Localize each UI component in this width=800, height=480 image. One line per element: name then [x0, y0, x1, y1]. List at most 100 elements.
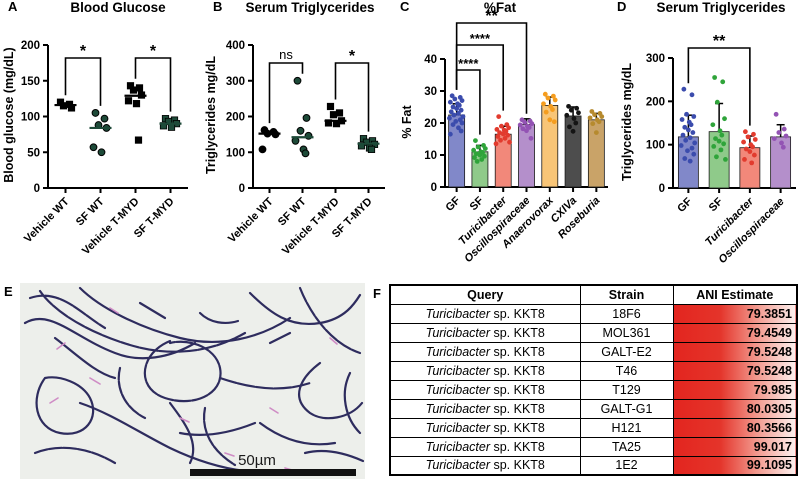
ani-estimate-cell: 79.5248: [672, 360, 798, 381]
svg-text:150: 150: [21, 76, 40, 88]
panel-b-title: Serum Triglycerides: [245, 0, 375, 15]
svg-text:SF: SF: [707, 195, 726, 214]
ani-estimate-cell: 80.0305: [672, 398, 798, 419]
svg-text:100: 100: [646, 140, 665, 152]
svg-text:300: 300: [226, 76, 245, 88]
svg-text:50: 50: [27, 147, 40, 159]
svg-text:ns: ns: [279, 47, 293, 62]
panel-d-title: Serum Triglycerides: [656, 0, 786, 15]
strain-cell: GALT-E2: [579, 341, 674, 362]
svg-text:**: **: [713, 33, 726, 50]
strain-cell: GALT-G1: [579, 398, 674, 419]
table-header-row: Query Strain ANI Estimate: [389, 284, 798, 305]
svg-text:40: 40: [424, 54, 437, 66]
svg-text:****: ****: [458, 56, 479, 71]
query-cell: Turicibacter sp. KKT8: [389, 417, 581, 438]
panel-letter-a: A: [8, 0, 18, 14]
svg-text:30: 30: [424, 86, 437, 98]
svg-text:SF WT: SF WT: [276, 195, 309, 228]
svg-text:0: 0: [34, 183, 40, 195]
query-cell: Turicibacter sp. KKT8: [389, 436, 581, 457]
strain-cell: T46: [579, 360, 674, 381]
gram-stain-micrograph: 50µm: [20, 283, 365, 479]
table-row: Turicibacter sp. KKT8 GALT-E2 79.5248: [389, 341, 798, 362]
panel-letter-e: E: [4, 284, 13, 299]
strain-cell: TA25: [579, 436, 674, 457]
strain-cell: MOL361: [579, 322, 674, 343]
svg-text:10: 10: [424, 150, 437, 162]
query-cell: Turicibacter sp. KKT8: [389, 303, 581, 324]
svg-text:400: 400: [226, 40, 245, 52]
header-strain: Strain: [579, 284, 674, 305]
svg-text:GF: GF: [675, 195, 694, 214]
scalebar: [190, 469, 356, 476]
panel-letter-b: B: [213, 0, 223, 14]
panel-letter-c: C: [400, 0, 410, 14]
ani-estimate-cell: 79.4549: [672, 322, 798, 343]
panel-a-title: Blood Glucose: [70, 0, 166, 15]
panel-d: D Serum Triglycerides Triglycerides mg/d…: [613, 0, 800, 272]
panel-b: B Serum Triglycerides Triglycerides mg/d…: [195, 0, 395, 272]
table-row: Turicibacter sp. KKT8 H121 80.3566: [389, 417, 798, 438]
svg-text:200: 200: [21, 40, 40, 52]
svg-text:200: 200: [226, 112, 245, 124]
svg-text:0: 0: [431, 182, 437, 194]
svg-text:100: 100: [21, 112, 40, 124]
scalebar-label: 50µm: [238, 452, 276, 469]
ani-estimate-cell: 80.3566: [672, 417, 798, 438]
table-row: Turicibacter sp. KKT8 T46 79.5248: [389, 360, 798, 381]
strain-cell: H121: [579, 417, 674, 438]
panel-c-title: %Fat: [483, 0, 517, 15]
query-cell: Turicibacter sp. KKT8: [389, 455, 581, 476]
svg-text:Vehicle WT: Vehicle WT: [226, 195, 276, 245]
bacterial-filaments: [23, 286, 365, 473]
ani-table: Query Strain ANI Estimate Turicibacter s…: [389, 284, 798, 476]
svg-text:0: 0: [239, 183, 245, 195]
svg-text:200: 200: [646, 96, 665, 108]
svg-text:300: 300: [646, 53, 665, 65]
query-cell: Turicibacter sp. KKT8: [389, 360, 581, 381]
svg-text:*: *: [80, 43, 87, 60]
svg-text:*: *: [349, 48, 356, 65]
ani-estimate-cell: 79.985: [672, 379, 798, 400]
table-row: Turicibacter sp. KKT8 MOL361 79.4549: [389, 322, 798, 343]
table-row: Turicibacter sp. KKT8 TA25 99.017: [389, 436, 798, 457]
query-cell: Turicibacter sp. KKT8: [389, 322, 581, 343]
svg-text:0: 0: [659, 183, 665, 195]
ani-estimate-cell: 79.5248: [672, 341, 798, 362]
strain-cell: T129: [579, 379, 674, 400]
panel-f: F Query Strain ANI Estimate Turicibacter…: [370, 280, 800, 480]
svg-text:****: ****: [470, 31, 491, 46]
table-row: Turicibacter sp. KKT8 GALT-G1 80.0305: [389, 398, 798, 419]
svg-text:Vehicle T-MYD: Vehicle T-MYD: [280, 196, 342, 258]
svg-text:SF: SF: [468, 194, 487, 213]
svg-text:*: *: [150, 43, 157, 60]
query-cell: Turicibacter sp. KKT8: [389, 398, 581, 419]
table-row: Turicibacter sp. KKT8 18F6 79.3851: [389, 303, 798, 324]
panel-letter-f: F: [373, 286, 381, 301]
svg-text:Vehicle WT: Vehicle WT: [22, 195, 72, 245]
table-row: Turicibacter sp. KKT8 1E2 99.1095: [389, 455, 798, 476]
svg-text:100: 100: [226, 147, 245, 159]
svg-text:20: 20: [424, 118, 437, 130]
panel-e: E: [0, 280, 370, 480]
panel-letter-d: D: [617, 0, 627, 14]
query-cell: Turicibacter sp. KKT8: [389, 379, 581, 400]
strain-cell: 1E2: [579, 455, 674, 476]
header-ani-estimate: ANI Estimate: [672, 284, 798, 305]
table-row: Turicibacter sp. KKT8 T129 79.985: [389, 379, 798, 400]
svg-text:GF: GF: [443, 194, 462, 213]
svg-text:**: **: [485, 8, 498, 25]
header-query: Query: [389, 284, 581, 305]
strain-cell: 18F6: [579, 303, 674, 324]
svg-text:SF WT: SF WT: [74, 195, 107, 228]
ani-estimate-cell: 99.1095: [672, 455, 798, 476]
ani-estimate-cell: 79.3851: [672, 303, 798, 324]
panel-c: C %Fat % Fat 0 10 20 30 40 GF SF Turicibacter Os…: [395, 0, 613, 272]
